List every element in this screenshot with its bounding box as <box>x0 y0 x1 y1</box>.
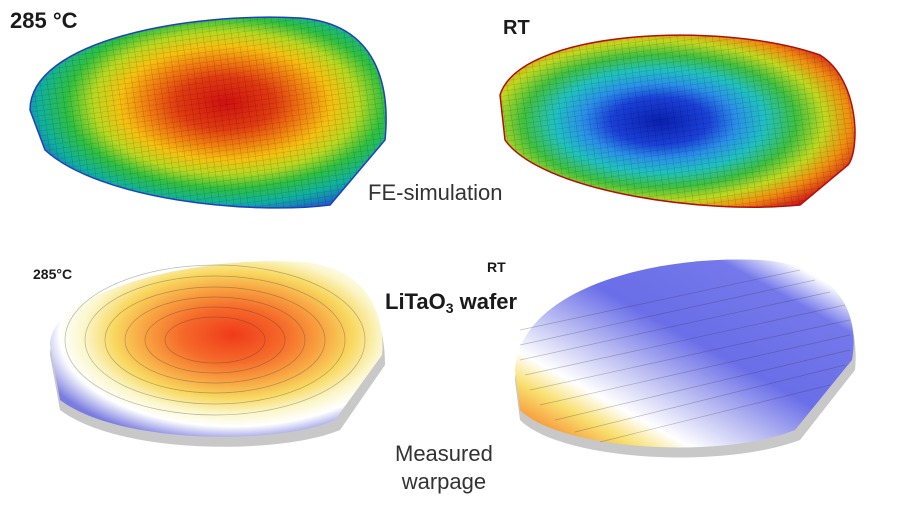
measured-rt-label: RT <box>487 259 506 275</box>
fe-simulation-label: FE-simulation <box>368 180 503 205</box>
measured-hot-temperature-label: 285°C <box>33 266 73 282</box>
wafer-subscript: 3 <box>445 300 454 316</box>
measured-rt-wafer <box>515 259 856 458</box>
wafer-suffix: wafer <box>453 289 518 314</box>
fe-rt-label: RT <box>503 17 530 39</box>
fe-hot-wafer <box>29 16 387 209</box>
fe-hot-temperature-label: 285 °C <box>10 8 78 33</box>
measured-line1: Measured <box>395 441 493 466</box>
wafer-material-label: LiTaO3 wafer <box>385 289 517 316</box>
measured-line2: warpage <box>401 469 487 494</box>
measured-hot-wafer <box>50 261 385 447</box>
wafer-prefix: LiTaO <box>385 289 446 314</box>
fe-rt-wafer <box>499 34 856 208</box>
measured-warpage-label: Measured warpage <box>395 440 493 496</box>
